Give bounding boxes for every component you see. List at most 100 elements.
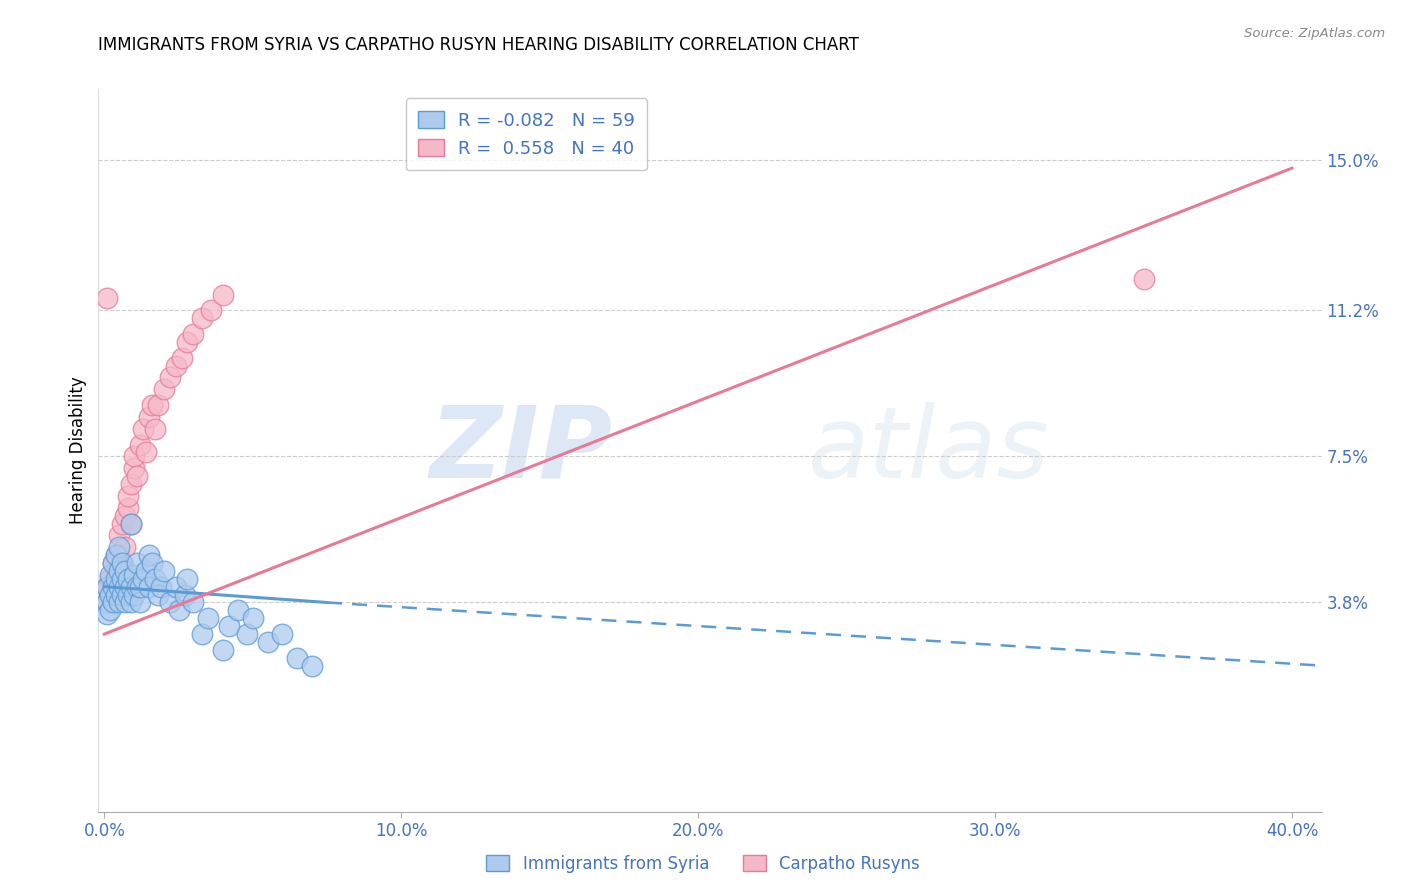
Point [146,398,169,412]
Point [125,556,148,570]
Point [129,437,152,451]
Point [176,572,198,586]
Point [117,588,139,602]
Point [159,370,181,384]
Point [152,382,174,396]
Point [149,580,172,594]
Point [125,580,148,594]
Point [114,595,136,609]
Point [212,287,235,301]
Point [108,548,131,562]
Point [114,540,136,554]
Point [98,588,121,602]
Point [271,627,294,641]
Point [132,572,155,586]
Point [105,548,128,562]
Point [105,572,128,586]
Point [143,572,166,586]
Point [173,588,195,602]
Point [117,500,139,515]
Point [108,572,131,586]
Point [96,595,118,609]
Point [129,595,152,609]
Point [141,556,163,570]
Point [138,409,160,424]
Point [120,595,142,609]
Point [183,595,205,609]
Point [285,650,308,665]
Point [105,548,128,562]
Point [1132,271,1154,285]
Point [138,580,160,594]
Point [96,595,118,609]
Point [111,572,134,586]
Point [129,580,152,594]
Point [170,351,193,365]
Point [256,635,278,649]
Point [159,595,181,609]
Point [212,643,235,657]
Point [108,540,131,554]
Point [191,627,214,641]
Point [122,461,145,475]
Point [165,359,187,373]
Point [98,603,121,617]
Point [242,611,264,625]
Point [117,572,139,586]
Point [111,516,134,531]
Point [197,611,219,625]
Point [200,303,222,318]
Point [141,398,163,412]
Point [135,564,157,578]
Point [132,422,155,436]
Point [111,588,134,602]
Point [98,572,121,586]
Point [96,292,118,306]
Point [96,580,118,594]
Point [114,564,136,578]
Point [98,567,121,582]
Point [111,556,134,570]
Point [143,422,166,436]
Point [176,334,198,349]
Point [98,588,121,602]
Point [108,580,131,594]
Point [117,489,139,503]
Y-axis label: Hearing Disability: Hearing Disability [69,376,87,524]
Point [122,567,145,582]
Point [226,603,249,617]
Point [103,595,125,609]
Point [183,326,205,341]
Text: Source: ZipAtlas.com: Source: ZipAtlas.com [1244,27,1385,40]
Text: ZIP: ZIP [429,402,612,499]
Point [103,580,125,594]
Point [120,580,142,594]
Point [111,556,134,570]
Point [236,627,259,641]
Point [125,469,148,483]
Point [103,556,125,570]
Point [191,311,214,326]
Point [122,588,145,602]
Point [114,508,136,523]
Point [301,658,323,673]
Point [120,516,142,531]
Point [114,580,136,594]
Point [108,528,131,542]
Text: IMMIGRANTS FROM SYRIA VS CARPATHO RUSYN HEARING DISABILITY CORRELATION CHART: IMMIGRANTS FROM SYRIA VS CARPATHO RUSYN … [98,36,859,54]
Text: atlas: atlas [808,402,1049,499]
Point [105,588,128,602]
Point [103,556,125,570]
Point [122,450,145,464]
Point [120,516,142,531]
Point [103,580,125,594]
Point [96,580,118,594]
Point [108,564,131,578]
Point [96,607,118,622]
Point [120,477,142,491]
Legend: R = -0.082   N = 59, R =  0.558   N = 40: R = -0.082 N = 59, R = 0.558 N = 40 [405,98,648,170]
Point [167,603,190,617]
Point [152,564,174,578]
Point [108,595,131,609]
Legend: Immigrants from Syria, Carpatho Rusyns: Immigrants from Syria, Carpatho Rusyns [479,848,927,880]
